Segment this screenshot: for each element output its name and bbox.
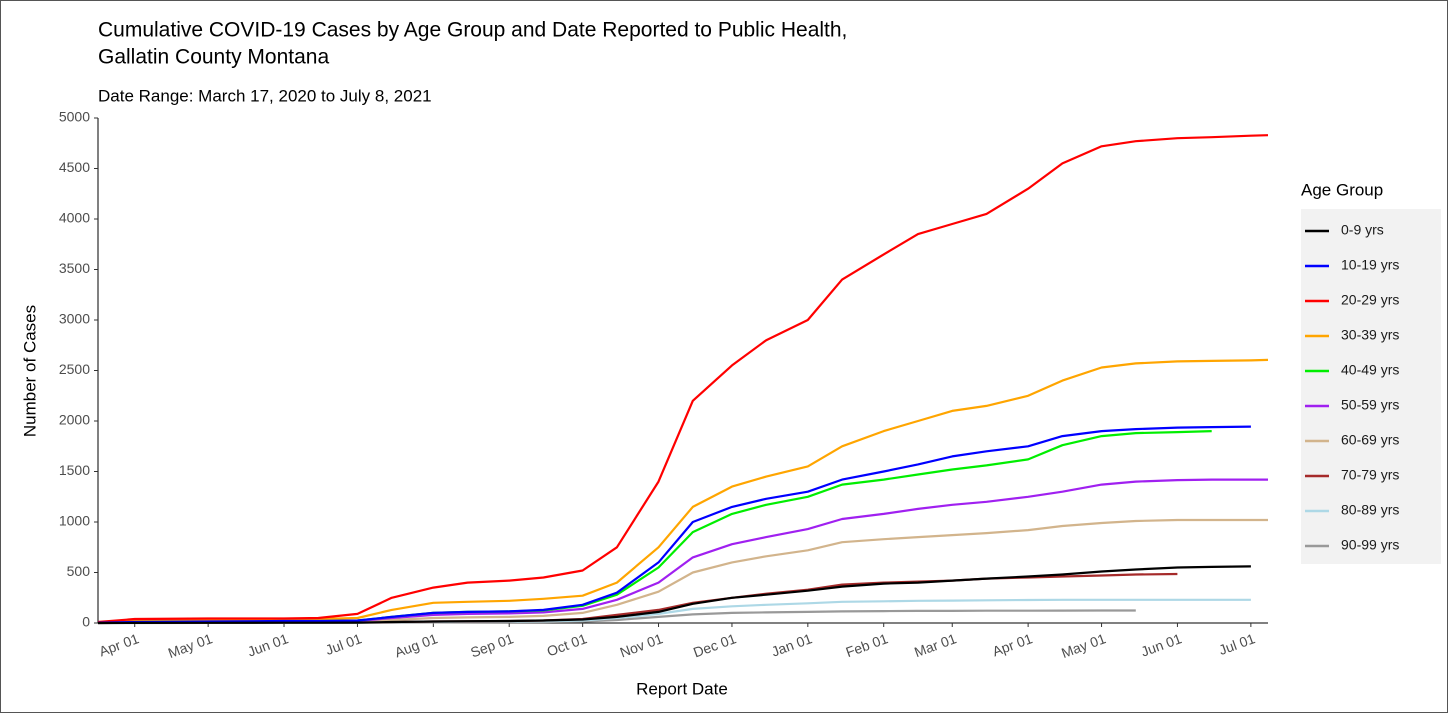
series-line	[97, 565, 1251, 625]
legend-label: 50-59 yrs	[1341, 397, 1399, 413]
legend-background	[1301, 209, 1441, 564]
y-axis-label: Number of Cases	[20, 305, 39, 437]
x-tick-label: Jul 01	[323, 630, 364, 658]
y-tick-label: 1000	[59, 513, 90, 529]
x-tick-label: Aug 01	[392, 630, 439, 660]
y-tick-label: 2500	[59, 361, 90, 377]
x-tick-label: Nov 01	[618, 630, 665, 660]
y-tick-label: 5000	[59, 109, 90, 125]
y-tick-label: 3500	[59, 260, 90, 276]
x-tick-label: Dec 01	[691, 630, 738, 660]
legend-label: 80-89 yrs	[1341, 502, 1399, 518]
legend-label: 40-49 yrs	[1341, 362, 1399, 378]
series-line	[97, 425, 1251, 624]
legend-label: 30-39 yrs	[1341, 327, 1399, 343]
x-tick-label: Apr 01	[990, 630, 1034, 659]
legend-label: 60-69 yrs	[1341, 432, 1399, 448]
x-tick-label: May 01	[166, 630, 215, 661]
series-line	[97, 478, 1268, 624]
x-tick-label: Jan 01	[769, 630, 814, 659]
legend-label: 0-9 yrs	[1341, 222, 1384, 238]
x-tick-label: Apr 01	[97, 630, 141, 659]
chart-title-line2: Gallatin County Montana	[98, 46, 329, 69]
legend-label: 20-29 yrs	[1341, 292, 1399, 308]
x-axis-label: Report Date	[636, 679, 728, 698]
x-tick-label: Jul 01	[1217, 630, 1258, 658]
series-line	[97, 358, 1269, 624]
chart-title: Cumulative COVID-19 Cases by Age Group a…	[98, 19, 847, 42]
legend-label: 70-79 yrs	[1341, 467, 1399, 483]
x-tick-label: Jun 01	[1139, 630, 1184, 659]
y-tick-label: 4000	[59, 210, 90, 226]
x-tick-label: Feb 01	[844, 630, 891, 660]
series-line	[97, 134, 1269, 624]
x-tick-label: Oct 01	[545, 630, 589, 659]
x-tick-label: Jun 01	[245, 630, 290, 659]
x-tick-label: Mar 01	[912, 630, 959, 660]
y-tick-label: 4500	[59, 159, 90, 175]
legend-label: 90-99 yrs	[1341, 537, 1399, 553]
y-tick-label: 0	[82, 614, 90, 630]
legend-title: Age Group	[1301, 180, 1383, 199]
y-tick-label: 2000	[59, 412, 90, 428]
y-tick-label: 500	[67, 563, 91, 579]
x-tick-label: May 01	[1059, 630, 1108, 661]
y-tick-label: 3000	[59, 311, 90, 327]
chart-subtitle: Date Range: March 17, 2020 to July 8, 20…	[98, 86, 432, 105]
y-tick-label: 1500	[59, 462, 90, 478]
legend-label: 10-19 yrs	[1341, 257, 1399, 273]
x-tick-label: Sep 01	[468, 630, 515, 660]
